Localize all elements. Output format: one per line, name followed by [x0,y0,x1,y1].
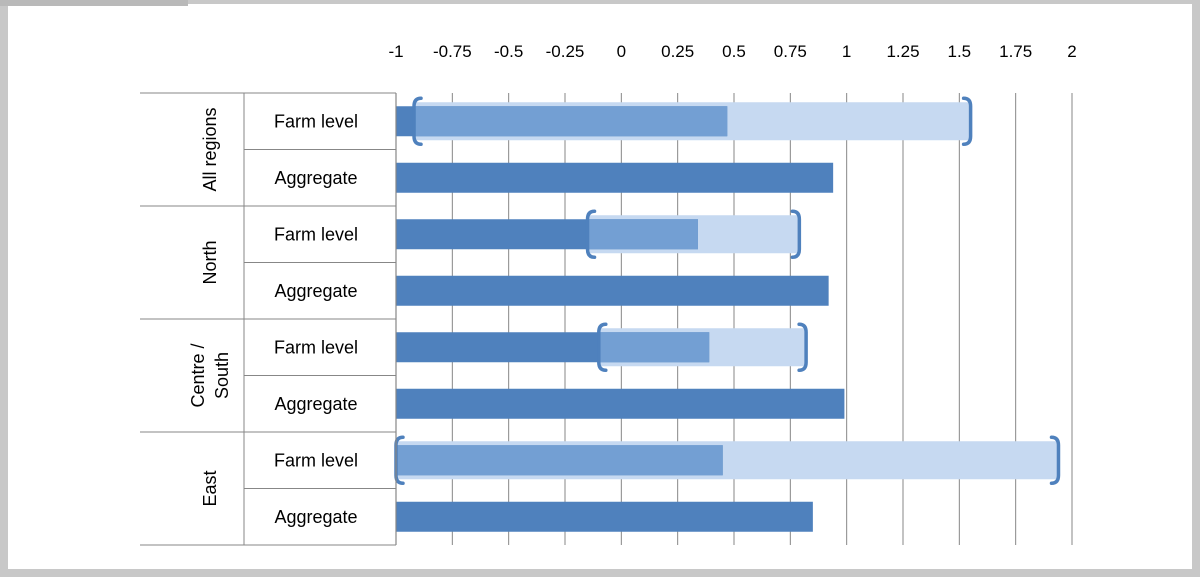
x-tick-label: 1 [842,42,851,61]
range-bracket-right [790,209,802,259]
row-label: Farm level [274,337,358,357]
range-bracket-right [961,96,973,146]
x-tick-label: -0.75 [433,42,472,61]
row-label: Farm level [274,224,358,244]
range-bracket-right [797,322,808,372]
group-label-line: South [212,352,232,399]
x-tick-label: 2 [1067,42,1076,61]
x-tick-label: -1 [388,42,403,61]
frame-tab [0,0,188,6]
row-label: Aggregate [274,281,357,301]
bar-overlap [414,106,728,137]
bar-overlap [598,332,710,363]
row-labels: Farm level Aggregate Farm level Aggregate Fa… [274,111,358,527]
group-labels: All regions North Centre / South East [188,107,232,506]
group-label-line: Centre / [188,343,208,407]
x-tick-label: 0.5 [722,42,746,61]
group-label: East [200,470,220,506]
range-bracket-left [597,322,608,372]
bar [396,388,845,419]
row-label: Aggregate [274,394,357,414]
row-label: Aggregate [274,168,357,188]
x-tick-label: -0.25 [546,42,585,61]
x-tick-label: 0.75 [774,42,807,61]
bar [396,501,813,532]
row-label: Farm level [274,450,358,470]
x-tick-label: 1.5 [948,42,972,61]
bar-overlap [587,219,698,250]
range-bracket-left [585,209,597,259]
row-label: Farm level [274,111,358,131]
group-label: All regions [200,107,220,191]
group-label: North [200,240,220,284]
x-tick-label: 0 [617,42,626,61]
category-axis [140,92,397,546]
x-tick-label: 1.75 [999,42,1032,61]
group-label: Centre / South [188,343,232,407]
bar [396,275,829,306]
row-label: Aggregate [274,507,357,527]
x-tick-labels: -1 -0.75 -0.5 -0.25 0 0.25 0.5 0.75 1 1.25 1.5 1.75… [388,42,1076,61]
bar-overlap [396,445,723,476]
x-tick-label: -0.5 [494,42,523,61]
bar-overlaps [396,106,728,476]
range-bracket-right [1049,435,1061,485]
range-bracket-left [412,96,423,146]
bar [396,162,834,193]
x-tick-label: 0.25 [661,42,694,61]
x-tick-label: 1.25 [886,42,919,61]
